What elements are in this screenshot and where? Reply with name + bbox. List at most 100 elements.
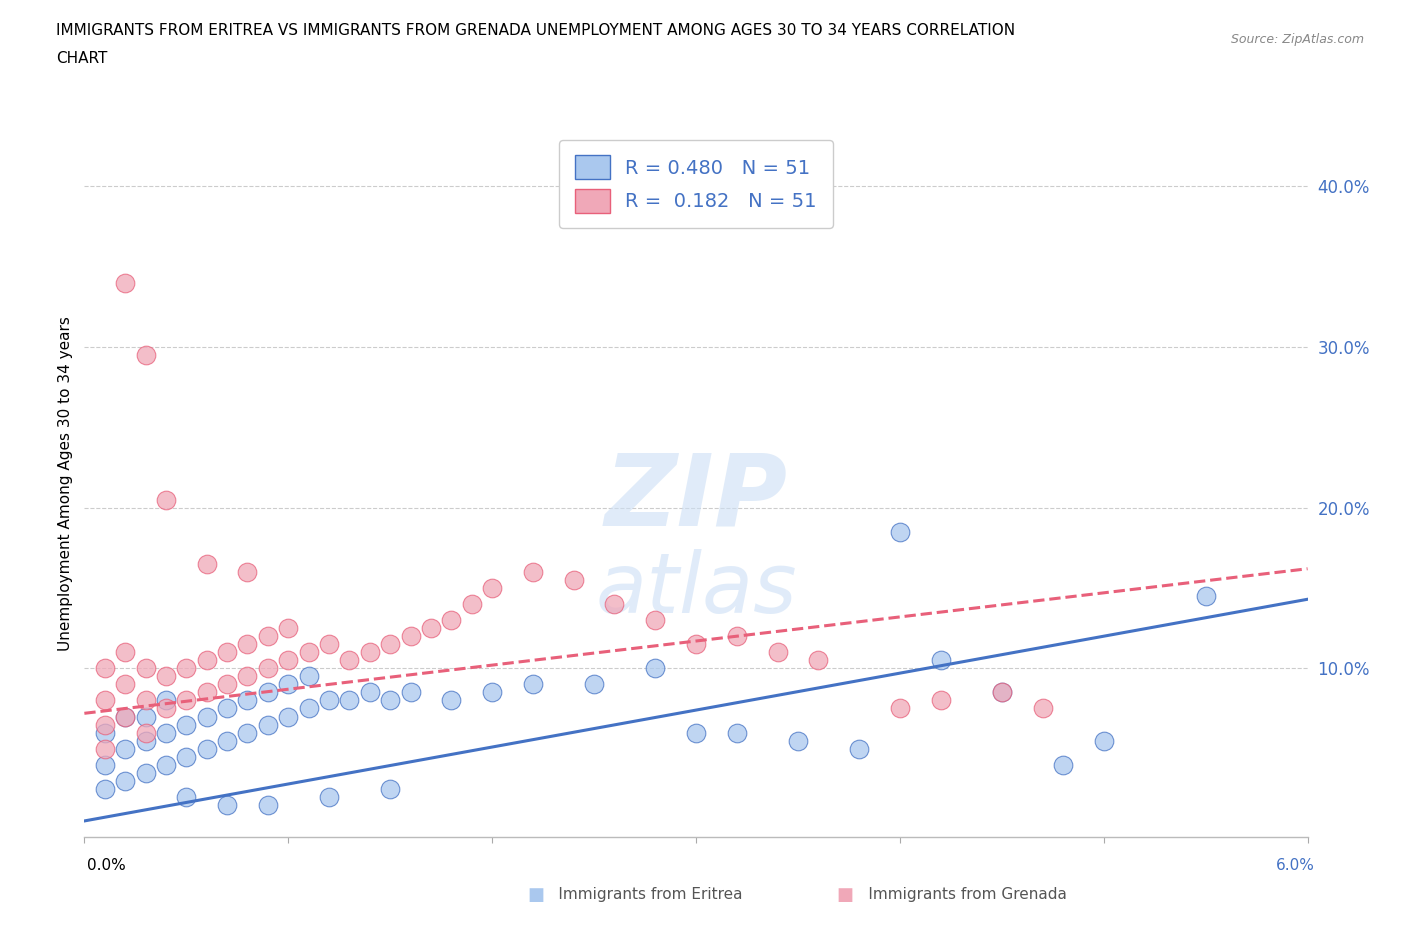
- Point: [787, 733, 810, 748]
- Point: [236, 693, 259, 708]
- Point: [217, 701, 239, 716]
- Point: [1092, 733, 1115, 748]
- Point: [114, 709, 136, 724]
- Point: [583, 677, 606, 692]
- Point: [522, 677, 544, 692]
- Point: [174, 790, 197, 804]
- Point: [522, 565, 544, 579]
- Point: [298, 669, 321, 684]
- Point: [236, 669, 259, 684]
- Text: 0.0%: 0.0%: [87, 857, 127, 872]
- Point: [135, 709, 157, 724]
- Point: [644, 661, 666, 676]
- Point: [236, 565, 259, 579]
- Text: ZIP: ZIP: [605, 449, 787, 546]
- Point: [155, 725, 177, 740]
- Point: [318, 693, 340, 708]
- Point: [217, 677, 239, 692]
- Point: [685, 725, 707, 740]
- Point: [277, 677, 299, 692]
- Point: [135, 661, 157, 676]
- Text: 6.0%: 6.0%: [1275, 857, 1315, 872]
- Point: [766, 644, 789, 659]
- Text: Immigrants from Eritrea: Immigrants from Eritrea: [534, 887, 742, 902]
- Point: [114, 709, 136, 724]
- Point: [93, 781, 115, 796]
- Point: [257, 661, 280, 676]
- Point: [155, 693, 177, 708]
- Point: [562, 573, 585, 588]
- Point: [217, 733, 239, 748]
- Point: [420, 620, 443, 635]
- Point: [889, 701, 911, 716]
- Point: [339, 693, 361, 708]
- Text: Immigrants from Grenada: Immigrants from Grenada: [844, 887, 1067, 902]
- Point: [277, 653, 299, 668]
- Point: [399, 685, 422, 700]
- Point: [195, 709, 218, 724]
- Point: [991, 685, 1014, 700]
- Point: [1032, 701, 1054, 716]
- Point: [399, 629, 422, 644]
- Point: [318, 790, 340, 804]
- Point: [93, 693, 115, 708]
- Point: [135, 765, 157, 780]
- Point: [236, 637, 259, 652]
- Point: [174, 693, 197, 708]
- Point: [929, 693, 952, 708]
- Point: [236, 725, 259, 740]
- Point: [889, 525, 911, 539]
- Point: [155, 757, 177, 772]
- Text: IMMIGRANTS FROM ERITREA VS IMMIGRANTS FROM GRENADA UNEMPLOYMENT AMONG AGES 30 TO: IMMIGRANTS FROM ERITREA VS IMMIGRANTS FR…: [56, 23, 1015, 38]
- Point: [93, 741, 115, 756]
- Point: [174, 717, 197, 732]
- Point: [685, 637, 707, 652]
- Point: [93, 725, 115, 740]
- Point: [257, 717, 280, 732]
- Point: [114, 677, 136, 692]
- Text: atlas: atlas: [595, 549, 797, 631]
- Point: [195, 741, 218, 756]
- Point: [929, 653, 952, 668]
- Point: [114, 741, 136, 756]
- Point: [380, 781, 402, 796]
- Point: [114, 774, 136, 789]
- Point: [174, 661, 197, 676]
- Text: Source: ZipAtlas.com: Source: ZipAtlas.com: [1230, 33, 1364, 46]
- Point: [135, 693, 157, 708]
- Point: [298, 644, 321, 659]
- Point: [603, 597, 626, 612]
- Point: [380, 693, 402, 708]
- Point: [257, 797, 280, 812]
- Point: [359, 685, 381, 700]
- Point: [318, 637, 340, 652]
- Point: [257, 685, 280, 700]
- Point: [155, 492, 177, 507]
- Point: [93, 717, 115, 732]
- Point: [1052, 757, 1074, 772]
- Point: [155, 701, 177, 716]
- Point: [807, 653, 830, 668]
- Point: [481, 685, 503, 700]
- Point: [644, 613, 666, 628]
- Point: [195, 685, 218, 700]
- Point: [1195, 589, 1218, 604]
- Point: [277, 620, 299, 635]
- Point: [135, 733, 157, 748]
- Point: [461, 597, 484, 612]
- Text: ■: ■: [527, 885, 544, 904]
- Text: ■: ■: [837, 885, 853, 904]
- Point: [440, 613, 463, 628]
- Point: [481, 580, 503, 595]
- Point: [135, 725, 157, 740]
- Point: [725, 629, 748, 644]
- Point: [155, 669, 177, 684]
- Y-axis label: Unemployment Among Ages 30 to 34 years: Unemployment Among Ages 30 to 34 years: [58, 316, 73, 651]
- Point: [359, 644, 381, 659]
- Point: [380, 637, 402, 652]
- Point: [848, 741, 870, 756]
- Point: [195, 556, 218, 571]
- Point: [135, 348, 157, 363]
- Point: [298, 701, 321, 716]
- Point: [440, 693, 463, 708]
